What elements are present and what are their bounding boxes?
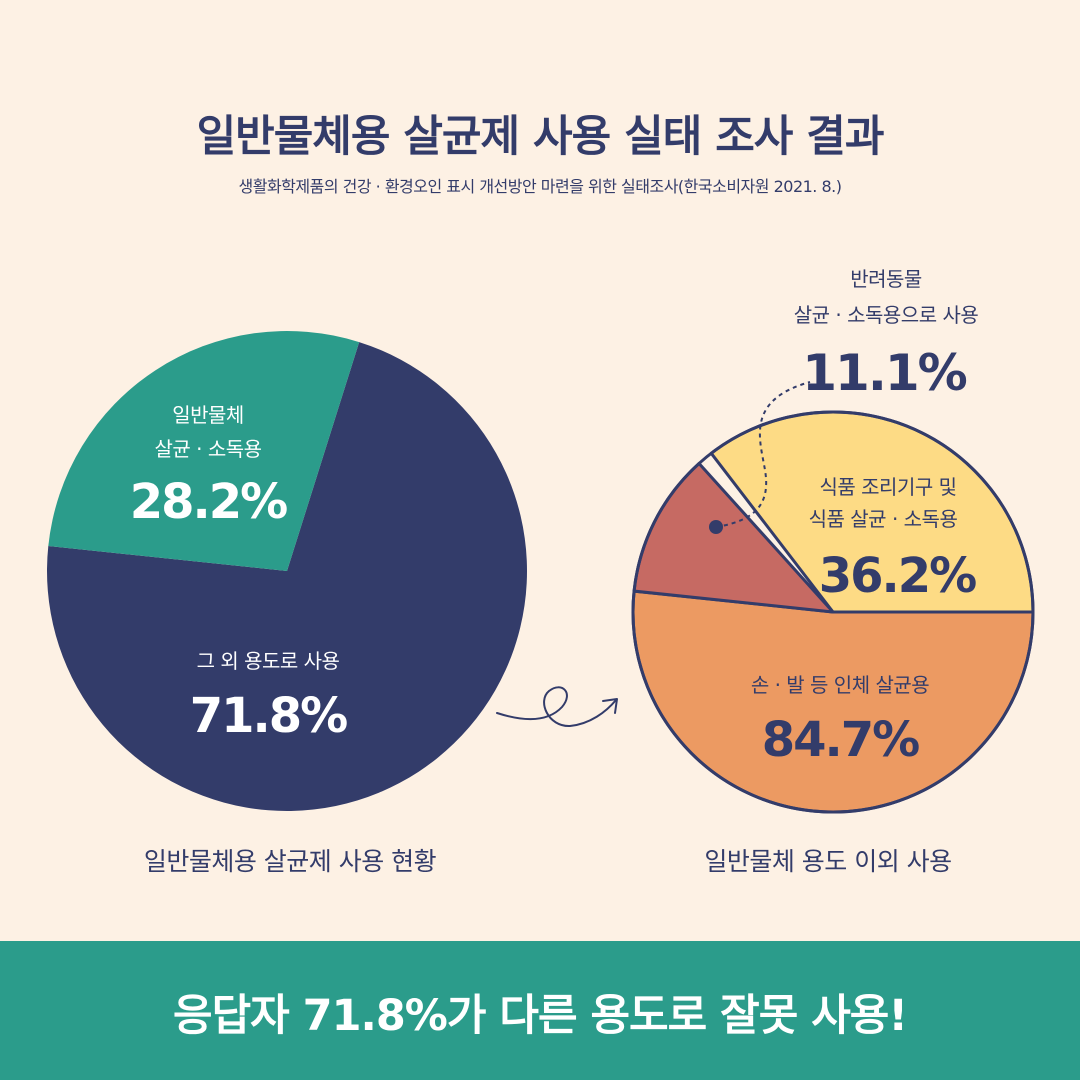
connector-arrowhead-icon: [602, 698, 618, 714]
pie2-leader-line: [715, 381, 811, 528]
banner-text: 응답자 71.8%가 다른 용도로 잘못 사용!: [173, 991, 908, 1041]
pie-chart-usage-status: [47, 331, 528, 812]
pie2-label-red-line2: 살균 · 소독용으로 사용: [794, 303, 979, 327]
pie1-slice-1: [48, 331, 360, 571]
pie2-value-yellow: 36.2%: [819, 548, 976, 604]
pie1-slice-0: [47, 342, 528, 812]
pie2-label-red-line1: 반려동물: [850, 267, 922, 291]
pie1-value-teal: 28.2%: [130, 474, 287, 530]
pie2-leader-dot: [709, 520, 723, 534]
pie1-label-teal-line2: 살균 · 소독용: [154, 437, 261, 461]
pie2-slice-1: [631, 589, 1035, 814]
conclusion-banner: 응답자 71.8%가 다른 용도로 잘못 사용!: [0, 941, 1080, 1080]
pie-chart-other-uses: [631, 410, 1035, 814]
chart-caption-right: 일반물체 용도 이외 사용: [704, 847, 952, 876]
pie2-label-yellow-line2: 식품 살균 · 소독용: [809, 507, 958, 531]
pie2-value-red: 11.1%: [802, 344, 966, 402]
pie2-label-yellow-line1: 식품 조리기구 및: [819, 475, 956, 499]
pie2-outline: [631, 410, 1035, 814]
page-subtitle: 생활화학제품의 건강 · 환경오인 표시 개선방안 마련을 위한 실태조사(한국…: [238, 177, 842, 196]
chart-caption-left: 일반물체용 살균제 사용 현황: [143, 847, 437, 876]
pie1-label-teal-line1: 일반물체: [172, 403, 244, 427]
connector-arrow-icon: [496, 686, 617, 728]
pie2-label-orange: 손 · 발 등 인체 살균용: [751, 673, 929, 697]
pie1-value-navy: 71.8%: [190, 688, 347, 744]
pie1-label-navy: 그 외 용도로 사용: [197, 649, 340, 673]
page-title: 일반물체용 살균제 사용 실태 조사 결과: [196, 112, 885, 162]
pie2-value-orange: 84.7%: [762, 712, 919, 768]
